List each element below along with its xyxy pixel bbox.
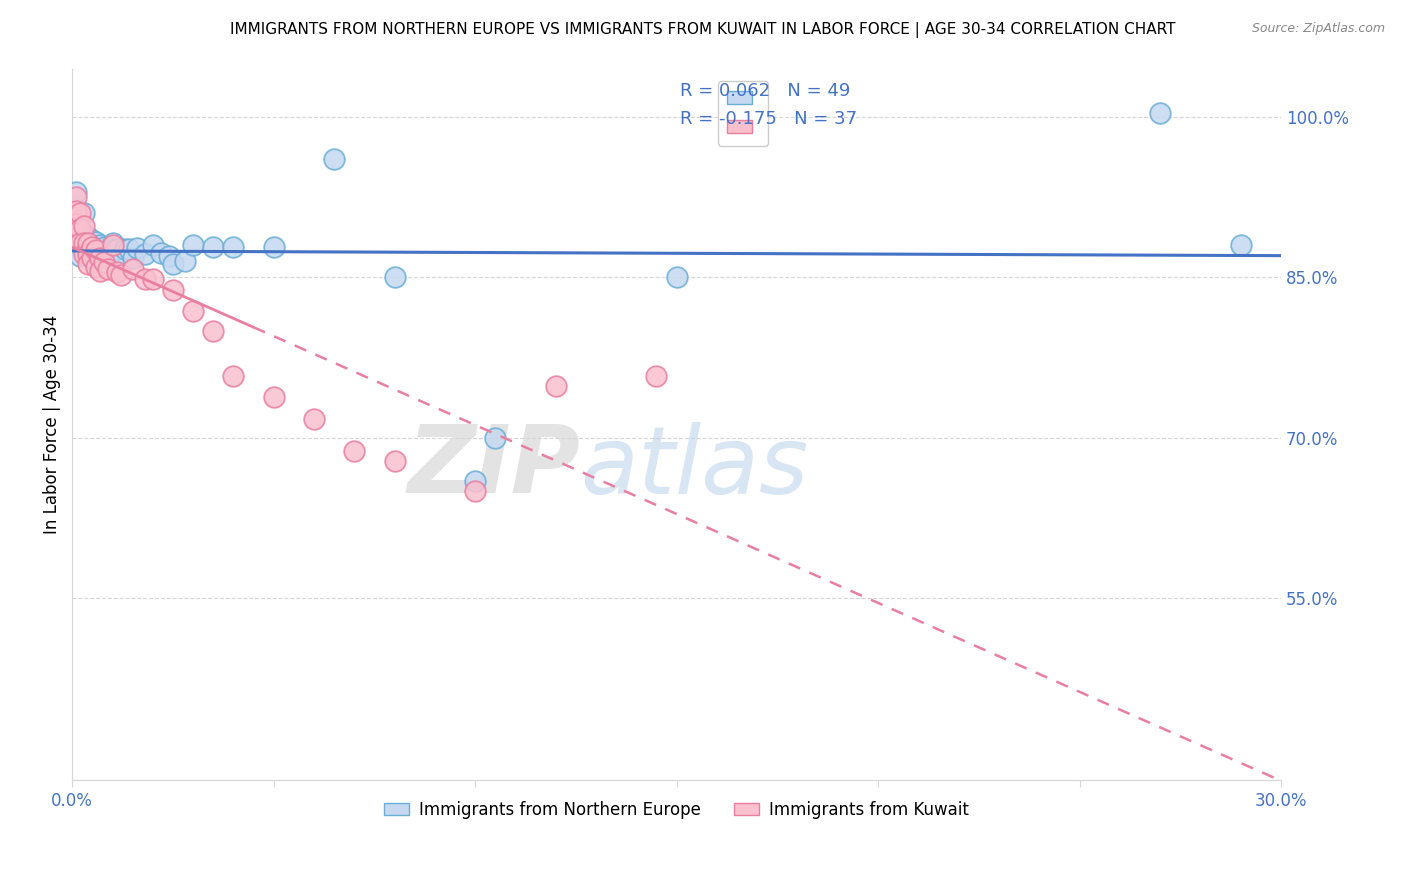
Point <box>645 368 668 383</box>
Text: atlas: atlas <box>579 422 808 513</box>
Point <box>121 261 143 276</box>
Point <box>89 243 111 257</box>
Point <box>82 246 104 260</box>
Point <box>162 283 184 297</box>
Point <box>343 443 366 458</box>
Point <box>86 260 108 274</box>
Point <box>69 206 91 220</box>
Point <box>110 249 132 263</box>
Point <box>73 219 96 233</box>
Point <box>101 244 124 258</box>
Point <box>125 241 148 255</box>
Text: IMMIGRANTS FROM NORTHERN EUROPE VS IMMIGRANTS FROM KUWAIT IN LABOR FORCE | AGE 3: IMMIGRANTS FROM NORTHERN EUROPE VS IMMIG… <box>231 22 1175 38</box>
Point <box>77 235 100 250</box>
Point <box>86 235 108 249</box>
Point <box>142 238 165 252</box>
Text: ZIP: ZIP <box>406 421 579 513</box>
Point <box>149 245 172 260</box>
Text: R = 0.062   N = 49: R = 0.062 N = 49 <box>681 82 851 100</box>
Point <box>77 229 100 244</box>
Point <box>69 249 91 263</box>
Point <box>665 270 688 285</box>
Point <box>121 251 143 265</box>
Point <box>82 251 104 265</box>
Point <box>65 190 87 204</box>
Point <box>73 206 96 220</box>
Point <box>134 272 156 286</box>
Point <box>73 246 96 260</box>
Point <box>89 264 111 278</box>
Point <box>89 238 111 252</box>
Point <box>93 245 115 260</box>
Point <box>142 272 165 286</box>
Point <box>202 324 225 338</box>
Point <box>73 227 96 242</box>
Text: R = -0.175   N = 37: R = -0.175 N = 37 <box>681 110 858 128</box>
Point <box>117 243 139 257</box>
Point <box>105 265 128 279</box>
Point <box>93 255 115 269</box>
Point <box>65 201 87 215</box>
Point <box>464 484 486 499</box>
Point <box>77 244 100 259</box>
Point <box>86 249 108 263</box>
Point <box>134 246 156 260</box>
Point <box>69 240 91 254</box>
Point <box>77 249 100 263</box>
Point <box>69 222 91 236</box>
Point <box>97 261 120 276</box>
Point <box>464 474 486 488</box>
Point <box>73 238 96 252</box>
Y-axis label: In Labor Force | Age 30-34: In Labor Force | Age 30-34 <box>44 315 60 534</box>
Point <box>302 411 325 425</box>
Point <box>82 233 104 247</box>
Point <box>97 249 120 263</box>
Text: Source: ZipAtlas.com: Source: ZipAtlas.com <box>1251 22 1385 36</box>
Point <box>77 257 100 271</box>
Point <box>69 235 91 250</box>
Point <box>222 240 245 254</box>
Point <box>384 270 406 285</box>
Point <box>114 243 136 257</box>
Point <box>1229 238 1251 252</box>
Point <box>162 257 184 271</box>
Point <box>101 235 124 250</box>
Legend: Immigrants from Northern Europe, Immigrants from Kuwait: Immigrants from Northern Europe, Immigra… <box>377 794 976 825</box>
Point <box>263 390 285 404</box>
Point <box>1149 106 1171 120</box>
Point <box>181 238 204 252</box>
Point <box>77 235 100 250</box>
Point <box>544 379 567 393</box>
Point <box>384 454 406 468</box>
Point <box>202 240 225 254</box>
Point <box>222 368 245 383</box>
Point <box>86 244 108 258</box>
Point <box>101 238 124 252</box>
Point <box>93 240 115 254</box>
Point <box>484 431 506 445</box>
Point <box>181 304 204 318</box>
Point <box>263 240 285 254</box>
Point <box>77 246 100 260</box>
Point <box>73 235 96 250</box>
Point <box>323 153 346 167</box>
Point <box>89 251 111 265</box>
Point <box>89 249 111 263</box>
Point <box>110 268 132 282</box>
Point <box>82 240 104 254</box>
Point <box>174 254 197 268</box>
Point <box>82 240 104 254</box>
Point <box>69 222 91 236</box>
Point <box>157 249 180 263</box>
Point <box>65 217 87 231</box>
Point <box>65 203 87 218</box>
Point <box>86 243 108 257</box>
Point <box>65 185 87 199</box>
Point <box>105 243 128 257</box>
